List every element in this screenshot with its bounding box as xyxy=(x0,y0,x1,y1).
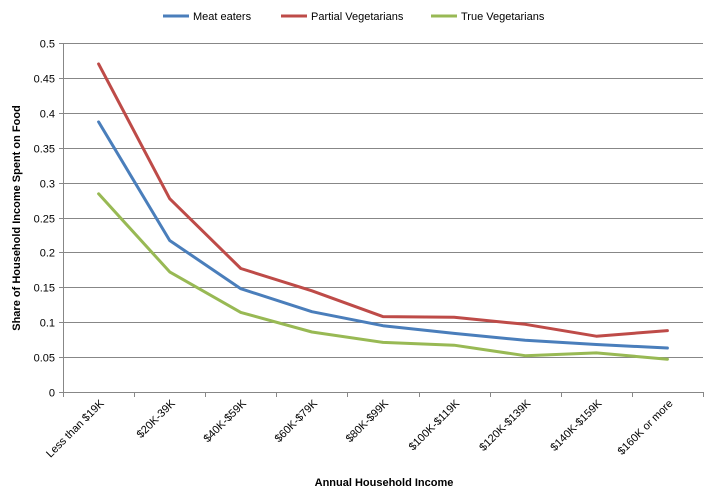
x-tick-label: $20K-39K xyxy=(135,397,179,441)
x-tick-label: $120K-$139K xyxy=(477,397,534,454)
y-tick-label: 0.25 xyxy=(34,214,55,226)
x-tick-label: $100K-$119K xyxy=(407,397,463,453)
y-tick-label: 0.1 xyxy=(40,318,55,330)
y-tick-label: 0.15 xyxy=(34,283,55,295)
x-tick-label: $60K-$79K xyxy=(273,397,321,445)
legend: Meat eaters Partial Vegetarians True Veget… xyxy=(163,11,545,23)
y-tick-label: 0.35 xyxy=(34,144,55,156)
y-tick-labels: 0 0.05 0.1 0.15 0.2 0.25 0.3 0.35 0.4 0.45 0.5 xyxy=(34,39,55,400)
legend-label: True Vegetarians xyxy=(461,11,545,23)
x-axis-title: Annual Household Income xyxy=(315,477,454,489)
x-tick-label: $40K-$59K xyxy=(201,397,249,445)
x-tick-label: $140K-$159K xyxy=(548,397,605,454)
y-tick-label: 0.4 xyxy=(40,109,55,121)
series-lines xyxy=(97,62,669,361)
x-tick-label: Less than $19K xyxy=(44,397,107,460)
x-tick-labels: Less than $19K $20K-39K $40K-$59K $60K-$79K… xyxy=(44,397,675,460)
series-line-true-vegetarians xyxy=(97,192,669,361)
series-line-partial-vegetarians xyxy=(97,62,669,338)
gridlines xyxy=(63,43,703,358)
series-line-meat-eaters xyxy=(97,120,669,350)
axes xyxy=(59,43,704,397)
y-tick-label: 0.3 xyxy=(40,179,55,191)
y-tick-label: 0.45 xyxy=(34,74,55,86)
legend-label: Partial Vegetarians xyxy=(311,11,404,23)
y-tick-label: 0.05 xyxy=(34,353,55,365)
x-tick-label: $80K-$99K xyxy=(344,397,392,445)
legend-label: Meat eaters xyxy=(193,11,252,23)
y-tick-label: 0 xyxy=(49,388,55,400)
y-axis-title: Share of Household Income Spent on Food xyxy=(11,105,23,331)
y-tick-label: 0.5 xyxy=(40,39,55,51)
x-tick-label: $160K or more xyxy=(616,398,676,458)
y-tick-label: 0.2 xyxy=(40,248,55,260)
